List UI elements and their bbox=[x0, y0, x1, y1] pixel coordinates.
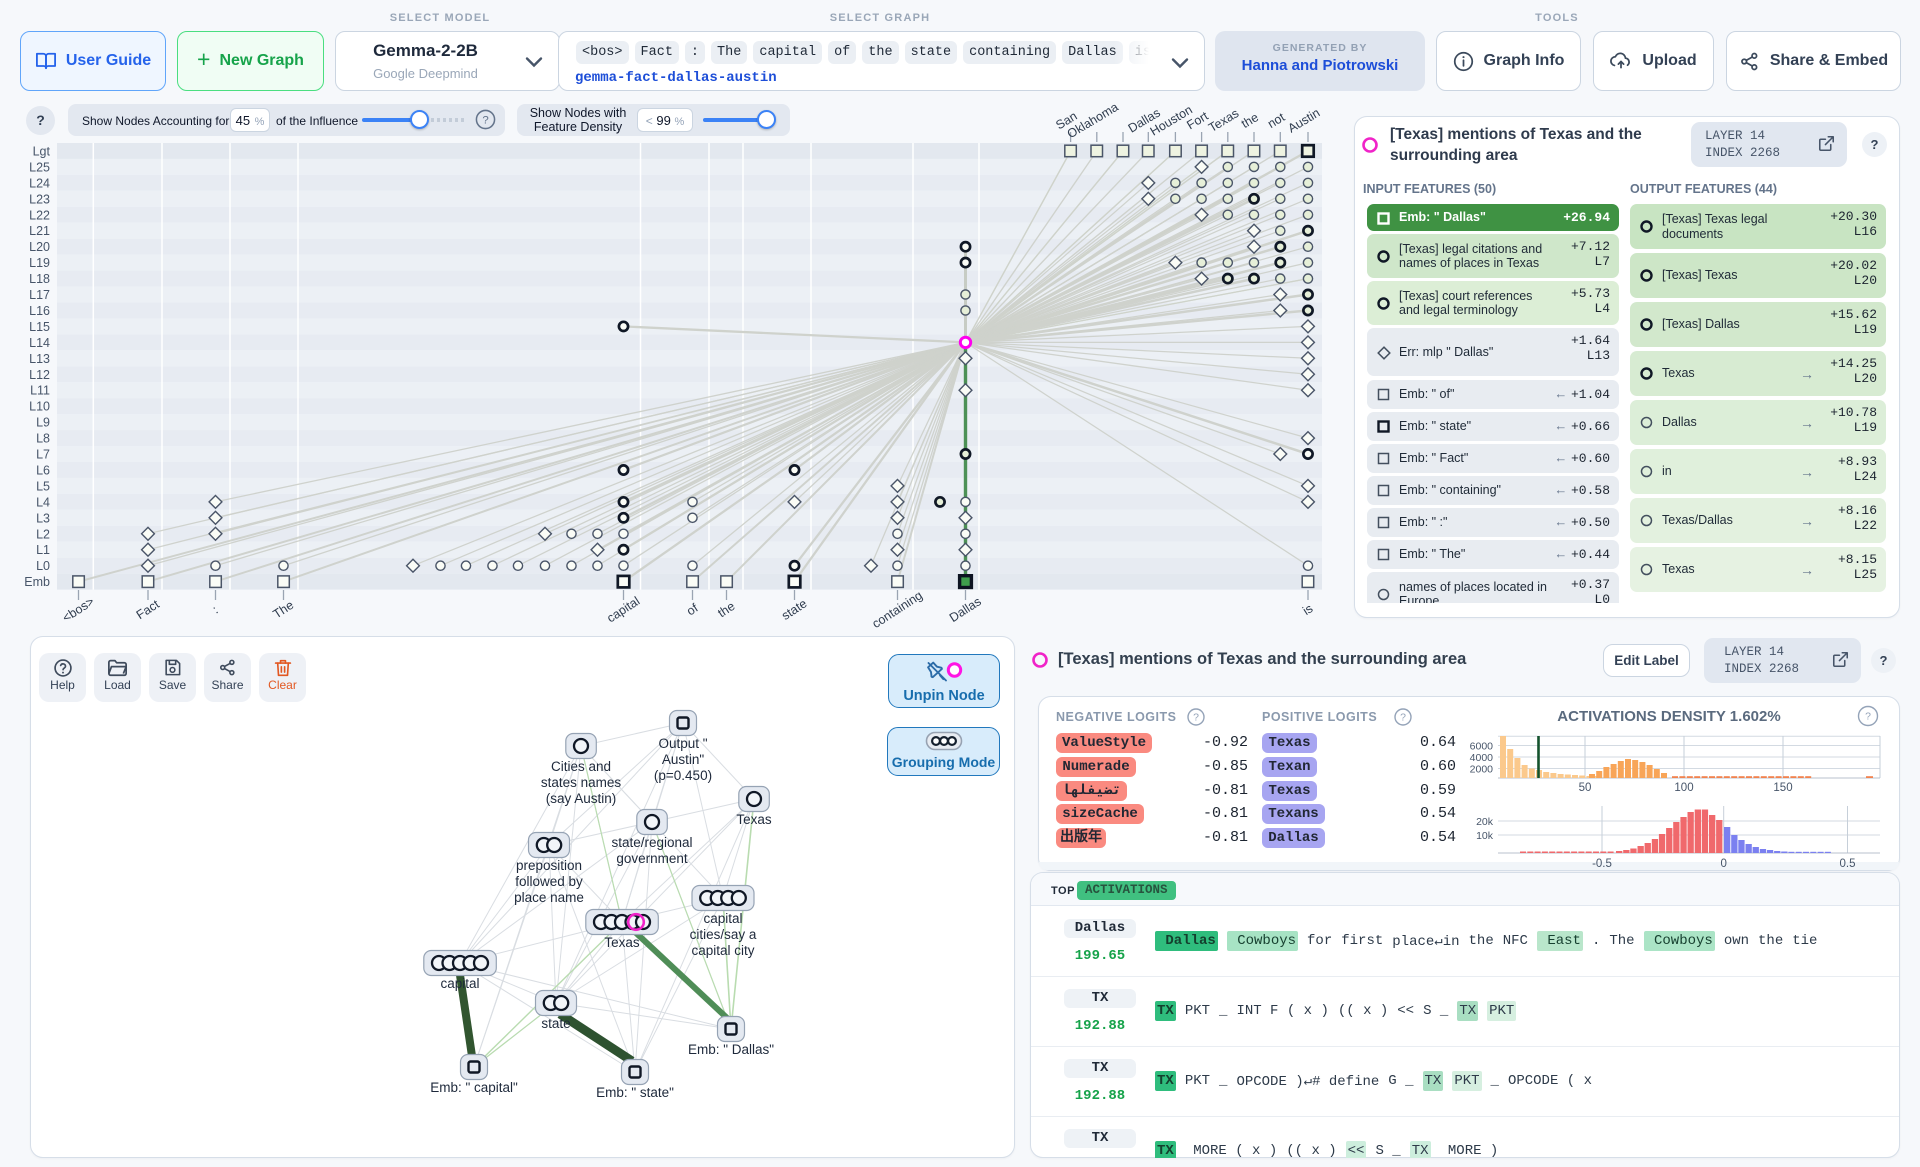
svg-text:states names: states names bbox=[541, 775, 622, 790]
svg-text:0.5: 0.5 bbox=[1840, 858, 1856, 870]
svg-text:Output ": Output " bbox=[658, 736, 707, 751]
svg-text:2000: 2000 bbox=[1470, 764, 1494, 776]
svg-text:?: ? bbox=[482, 115, 488, 127]
svg-text:L17: L17 bbox=[29, 288, 50, 302]
svg-text:Texas: Texas bbox=[736, 812, 772, 827]
svg-text:20k: 20k bbox=[1476, 816, 1494, 828]
svg-text:state: state bbox=[779, 596, 809, 623]
svg-text:?: ? bbox=[1865, 711, 1871, 723]
svg-text:(say Austin): (say Austin) bbox=[546, 791, 617, 806]
svg-text:L13: L13 bbox=[29, 352, 50, 366]
svg-text:10k: 10k bbox=[1476, 830, 1494, 842]
svg-text:is: is bbox=[1300, 601, 1315, 618]
svg-text:L11: L11 bbox=[30, 384, 50, 398]
svg-text:Emb: " capital": Emb: " capital" bbox=[430, 1080, 518, 1095]
svg-text:followed by: followed by bbox=[515, 874, 583, 889]
svg-text:L12: L12 bbox=[29, 368, 50, 382]
svg-text:L14: L14 bbox=[29, 336, 50, 350]
svg-text:6000: 6000 bbox=[1470, 741, 1494, 753]
svg-text:the: the bbox=[1239, 110, 1261, 131]
svg-text:Fact: Fact bbox=[134, 597, 162, 622]
svg-text:L18: L18 bbox=[29, 272, 50, 286]
svg-text:L22: L22 bbox=[29, 208, 50, 222]
svg-text:Emb: " state": Emb: " state" bbox=[596, 1085, 674, 1100]
svg-text:100: 100 bbox=[1674, 782, 1693, 794]
svg-text:L15: L15 bbox=[29, 320, 50, 334]
svg-text:Texas: Texas bbox=[1206, 106, 1241, 135]
svg-text:150: 150 bbox=[1773, 782, 1792, 794]
svg-text:L6: L6 bbox=[36, 464, 50, 478]
svg-text:L1: L1 bbox=[36, 543, 50, 557]
svg-text:4000: 4000 bbox=[1470, 752, 1494, 764]
svg-text::: : bbox=[210, 603, 221, 617]
svg-text:place name: place name bbox=[514, 890, 584, 905]
svg-text:The: The bbox=[270, 598, 296, 621]
svg-text:Cities and: Cities and bbox=[551, 759, 611, 774]
svg-text:L24: L24 bbox=[29, 176, 50, 190]
svg-text:?: ? bbox=[1400, 712, 1406, 724]
svg-text:capital: capital bbox=[440, 976, 479, 991]
svg-text:L3: L3 bbox=[36, 511, 50, 525]
svg-text:state: state bbox=[541, 1016, 570, 1031]
svg-text:Texas: Texas bbox=[604, 935, 640, 950]
svg-text:of: of bbox=[684, 601, 701, 619]
svg-text:capital city: capital city bbox=[691, 943, 754, 958]
svg-text:Lgt: Lgt bbox=[33, 145, 51, 159]
svg-text:L16: L16 bbox=[29, 304, 50, 318]
svg-text:(p=0.450): (p=0.450) bbox=[654, 768, 712, 783]
svg-text:0: 0 bbox=[1720, 858, 1726, 870]
svg-text:L2: L2 bbox=[36, 527, 50, 541]
svg-text:state/regional: state/regional bbox=[611, 835, 692, 850]
svg-text:Austin": Austin" bbox=[662, 752, 705, 767]
svg-text:capital: capital bbox=[703, 911, 742, 926]
svg-text:government: government bbox=[616, 851, 688, 866]
svg-text:L5: L5 bbox=[36, 479, 50, 493]
svg-text:L0: L0 bbox=[36, 559, 50, 573]
svg-text:L20: L20 bbox=[29, 240, 50, 254]
svg-text:L4: L4 bbox=[36, 495, 50, 509]
svg-text:-0.5: -0.5 bbox=[1592, 858, 1612, 870]
svg-text:L21: L21 bbox=[29, 224, 50, 238]
svg-text:L8: L8 bbox=[36, 432, 50, 446]
svg-text:L7: L7 bbox=[36, 448, 50, 462]
svg-text:L10: L10 bbox=[29, 400, 50, 414]
svg-text:L25: L25 bbox=[29, 160, 50, 174]
svg-text:L9: L9 bbox=[36, 416, 50, 430]
svg-text:Emb: Emb bbox=[24, 575, 50, 589]
svg-text:preposition: preposition bbox=[516, 858, 582, 873]
svg-text:L23: L23 bbox=[29, 192, 50, 206]
svg-text:not: not bbox=[1265, 110, 1288, 131]
svg-text:L19: L19 bbox=[29, 256, 50, 270]
svg-text:?: ? bbox=[1193, 712, 1199, 724]
svg-text:cities/say a: cities/say a bbox=[690, 927, 757, 942]
svg-text:50: 50 bbox=[1579, 782, 1592, 794]
svg-text:the: the bbox=[715, 599, 737, 620]
svg-text:Austin: Austin bbox=[1285, 106, 1322, 136]
svg-text:Emb: " Dallas": Emb: " Dallas" bbox=[688, 1042, 774, 1057]
